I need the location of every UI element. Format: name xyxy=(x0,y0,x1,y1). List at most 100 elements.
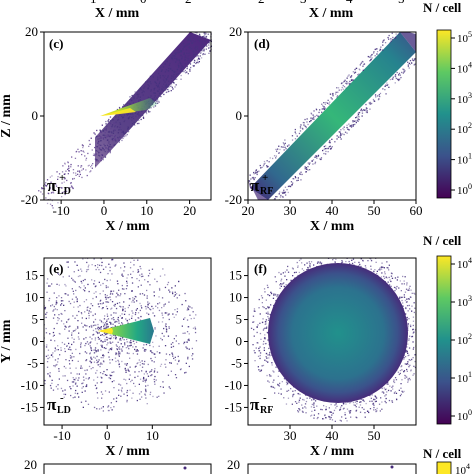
noise-speck xyxy=(166,60,168,63)
noise-speck xyxy=(163,83,165,85)
noise-speck xyxy=(107,148,109,150)
noise-speck xyxy=(390,280,392,283)
noise-speck xyxy=(325,153,327,155)
noise-speck xyxy=(54,308,57,310)
noise-speck xyxy=(52,356,54,358)
noise-speck xyxy=(145,81,147,83)
noise-speck xyxy=(107,151,109,153)
noise-speck xyxy=(165,359,167,361)
noise-speck xyxy=(78,332,80,334)
noise-speck xyxy=(392,388,394,390)
noise-speck xyxy=(97,154,100,156)
noise-speck xyxy=(175,84,177,86)
noise-speck xyxy=(278,370,280,372)
noise-speck xyxy=(178,66,180,68)
noise-speck xyxy=(251,177,253,179)
noise-speck xyxy=(397,276,399,278)
noise-speck xyxy=(117,359,119,362)
noise-speck xyxy=(311,403,313,406)
noise-speck xyxy=(139,378,142,380)
noise-speck xyxy=(107,323,109,326)
noise-speck xyxy=(113,312,115,314)
colorbar-tick-label: 100 xyxy=(457,182,472,197)
noise-speck xyxy=(195,53,197,55)
noise-speck xyxy=(30,308,31,309)
noise-speck xyxy=(376,272,378,275)
noise-speck xyxy=(61,187,63,189)
noise-speck xyxy=(75,289,77,292)
noise-speck xyxy=(101,381,103,383)
noise-speck xyxy=(342,133,344,135)
noise-speck xyxy=(358,116,360,118)
noise-speck xyxy=(391,78,393,80)
noise-speck xyxy=(127,306,129,309)
noise-speck xyxy=(159,386,162,388)
noise-speck xyxy=(362,109,365,111)
noise-speck xyxy=(173,357,175,360)
noise-speck xyxy=(82,145,84,147)
noise-speck xyxy=(110,342,112,344)
noise-speck xyxy=(191,42,193,44)
noise-speck xyxy=(344,412,346,414)
noise-speck xyxy=(138,90,140,92)
noise-speck xyxy=(50,181,52,183)
panel-d-particle-label: π + RF xyxy=(250,172,273,197)
noise-speck xyxy=(133,382,135,385)
noise-speck xyxy=(382,266,384,268)
noise-speck xyxy=(93,352,96,354)
noise-speck xyxy=(113,304,115,307)
noise-speck xyxy=(117,138,119,140)
noise-speck xyxy=(183,71,185,73)
noise-speck xyxy=(313,116,315,118)
noise-speck xyxy=(313,118,315,120)
noise-speck xyxy=(267,294,269,296)
noise-speck xyxy=(294,128,296,131)
noise-speck xyxy=(102,159,104,161)
noise-speck xyxy=(97,150,99,152)
noise-speck xyxy=(156,371,159,373)
noise-speck xyxy=(398,373,400,376)
noise-speck xyxy=(386,84,388,87)
noise-speck xyxy=(131,112,133,114)
noise-speck xyxy=(254,171,257,173)
noise-speck xyxy=(295,271,297,273)
noise-speck xyxy=(298,271,300,274)
noise-speck xyxy=(361,115,363,117)
noise-speck xyxy=(125,347,127,349)
noise-speck xyxy=(285,194,287,196)
noise-speck xyxy=(168,326,170,328)
noise-speck xyxy=(90,356,92,359)
noise-speck xyxy=(201,40,203,43)
noise-speck xyxy=(178,360,180,363)
x-tick-label: 50 xyxy=(368,428,381,443)
noise-speck xyxy=(270,385,272,388)
noise-speck xyxy=(82,406,84,408)
noise-speck xyxy=(87,266,89,268)
noise-speck xyxy=(112,290,115,292)
noise-speck xyxy=(53,327,55,330)
noise-speck xyxy=(341,416,343,418)
noise-speck xyxy=(136,362,138,365)
noise-speck xyxy=(82,168,84,170)
noise-speck xyxy=(131,315,133,317)
noise-speck xyxy=(114,125,116,127)
noise-speck xyxy=(95,164,96,166)
noise-speck xyxy=(134,111,137,113)
noise-speck xyxy=(282,272,284,274)
noise-speck xyxy=(113,387,115,389)
noise-speck xyxy=(144,348,146,351)
noise-speck xyxy=(107,135,109,137)
noise-speck xyxy=(332,92,334,95)
noise-speck xyxy=(290,388,292,390)
noise-speck xyxy=(175,73,178,76)
noise-speck xyxy=(126,352,128,354)
noise-speck xyxy=(105,333,107,335)
noise-speck xyxy=(359,69,361,71)
noise-speck xyxy=(287,271,290,273)
noise-speck xyxy=(121,317,123,319)
noise-speck xyxy=(201,29,202,30)
noise-speck xyxy=(186,66,188,68)
noise-speck xyxy=(285,381,288,384)
noise-speck xyxy=(203,45,205,47)
noise-speck xyxy=(104,128,106,130)
